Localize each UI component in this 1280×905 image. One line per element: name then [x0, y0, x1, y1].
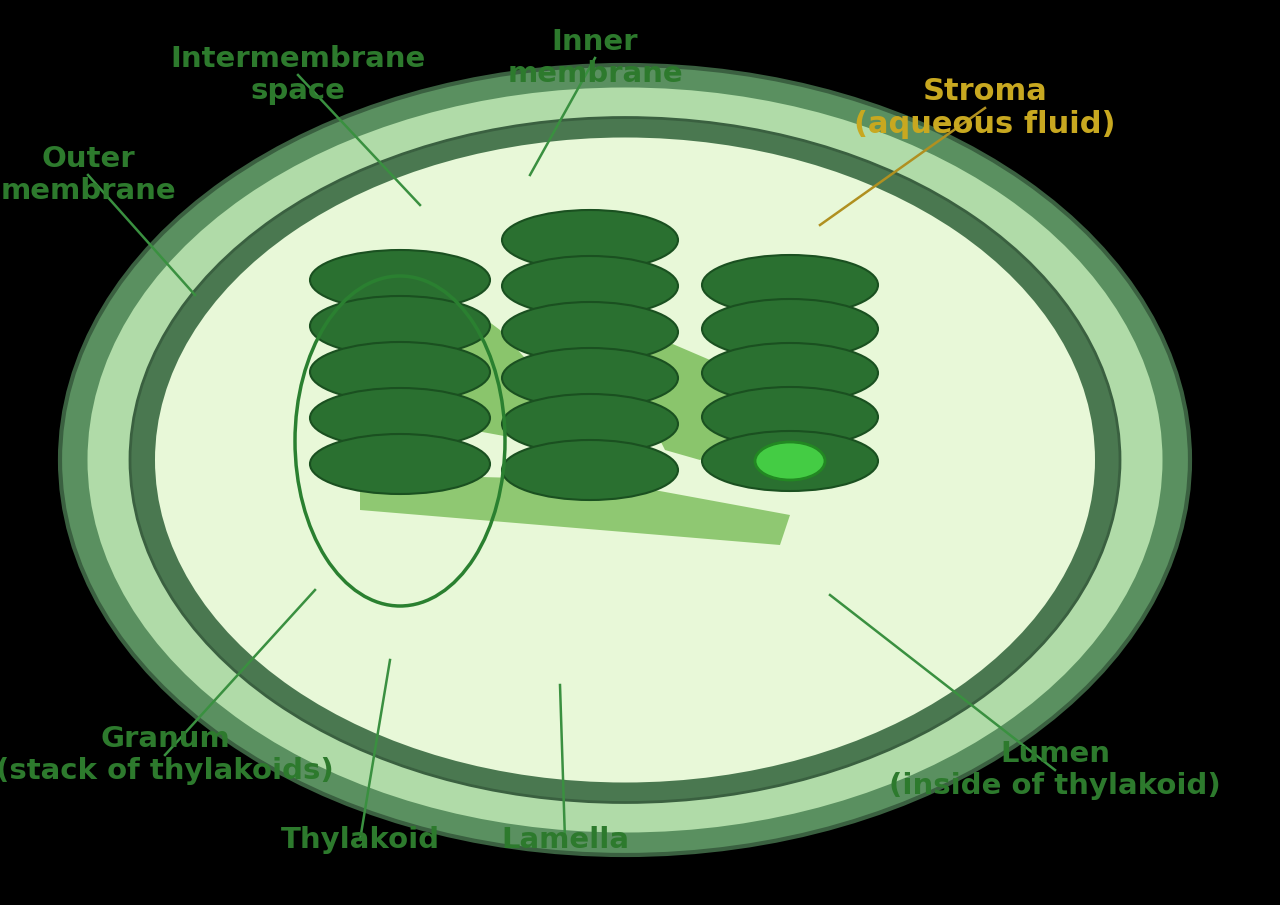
Ellipse shape [502, 302, 678, 362]
Ellipse shape [310, 342, 490, 402]
Ellipse shape [310, 250, 490, 310]
Text: Inner
membrane: Inner membrane [507, 28, 682, 88]
Ellipse shape [755, 442, 826, 480]
Ellipse shape [701, 343, 878, 403]
Ellipse shape [701, 387, 878, 447]
Text: Intermembrane
space: Intermembrane space [170, 45, 426, 105]
Ellipse shape [155, 138, 1094, 783]
Ellipse shape [60, 65, 1190, 855]
Ellipse shape [502, 394, 678, 454]
Ellipse shape [310, 296, 490, 356]
Ellipse shape [310, 388, 490, 448]
Ellipse shape [701, 431, 878, 491]
Polygon shape [611, 330, 790, 460]
Ellipse shape [502, 348, 678, 408]
Polygon shape [390, 315, 580, 450]
Text: Granum
(stack of thylakoids): Granum (stack of thylakoids) [0, 725, 334, 786]
Ellipse shape [131, 118, 1120, 803]
Ellipse shape [701, 255, 878, 315]
Polygon shape [360, 475, 790, 545]
Text: Outer
membrane: Outer membrane [0, 145, 175, 205]
Ellipse shape [87, 88, 1162, 833]
Ellipse shape [502, 440, 678, 500]
Ellipse shape [502, 256, 678, 316]
Text: Stroma
(aqueous fluid): Stroma (aqueous fluid) [854, 77, 1116, 139]
Text: Lamella: Lamella [500, 826, 628, 854]
Text: Thylakoid: Thylakoid [280, 826, 439, 854]
Text: Lumen
(inside of thylakoid): Lumen (inside of thylakoid) [890, 739, 1221, 800]
Ellipse shape [701, 299, 878, 359]
Ellipse shape [502, 210, 678, 270]
Ellipse shape [310, 434, 490, 494]
